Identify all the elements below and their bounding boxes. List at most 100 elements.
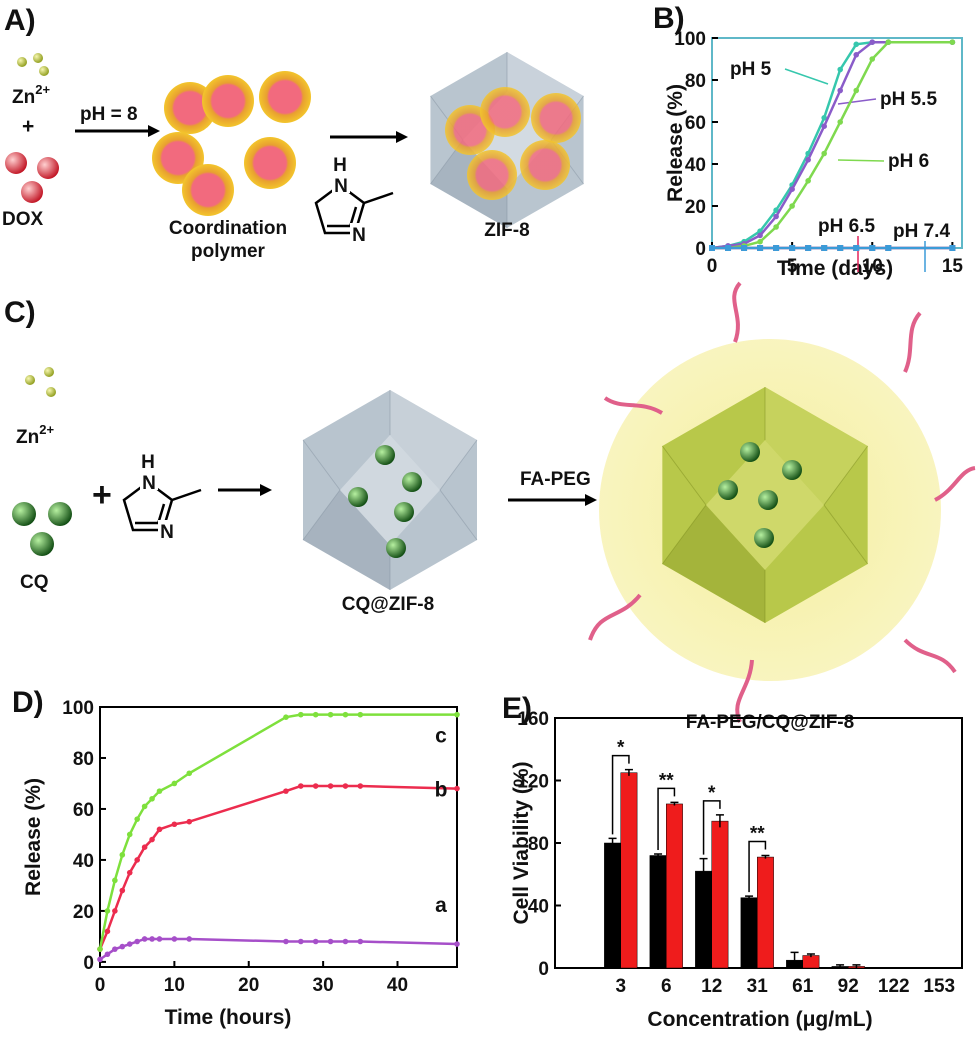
crystal-edge bbox=[302, 489, 341, 541]
y-tick-label: 60 bbox=[73, 800, 94, 821]
coordination-particle bbox=[467, 150, 517, 200]
crystal-face bbox=[303, 490, 390, 590]
error-bar bbox=[806, 953, 815, 958]
y-tick-label: 0 bbox=[538, 959, 549, 980]
data-point bbox=[112, 946, 118, 952]
coordination-polymer bbox=[152, 71, 311, 216]
y-tick-label: 80 bbox=[685, 71, 706, 92]
data-point bbox=[186, 818, 193, 825]
series-label: pH 6.5 bbox=[818, 216, 875, 237]
error-bar bbox=[852, 964, 861, 968]
data-point bbox=[171, 821, 178, 828]
data-point bbox=[312, 938, 319, 945]
data-point bbox=[853, 87, 860, 94]
x-tick-label: 122 bbox=[878, 976, 910, 997]
coordination-particle bbox=[480, 87, 530, 137]
y-tick-label: 120 bbox=[517, 772, 549, 793]
crystal-face bbox=[765, 387, 868, 505]
error-bar bbox=[608, 837, 617, 848]
data-point bbox=[454, 711, 460, 718]
imidazole: H N N bbox=[122, 452, 202, 543]
cq-molecule bbox=[48, 502, 72, 526]
coordination-particle bbox=[531, 93, 581, 143]
y-axis-label: Cell Viability (%) bbox=[510, 762, 533, 925]
x-tick-label: 6 bbox=[661, 976, 672, 997]
series-label: pH 5 bbox=[730, 59, 772, 80]
data-point bbox=[97, 946, 103, 952]
error-bar bbox=[761, 854, 770, 859]
data-point bbox=[119, 887, 126, 894]
data-point bbox=[757, 232, 763, 239]
atom-label: H bbox=[141, 452, 155, 473]
y-axis-label: Release (%) bbox=[664, 84, 687, 202]
bar bbox=[757, 856, 774, 969]
data-point bbox=[357, 711, 364, 718]
data-point bbox=[805, 157, 811, 163]
data-point bbox=[342, 938, 349, 945]
zn-ion bbox=[46, 387, 56, 397]
x-tick-label: 92 bbox=[838, 976, 859, 997]
data-point bbox=[149, 836, 155, 843]
crystal-edge bbox=[302, 439, 341, 491]
significance-mark: * bbox=[617, 738, 625, 759]
data-point bbox=[171, 780, 178, 787]
data-point bbox=[357, 938, 364, 945]
data-point bbox=[283, 938, 289, 945]
data-point bbox=[171, 936, 178, 942]
significance-bracket bbox=[702, 800, 721, 855]
arrowhead bbox=[585, 494, 597, 506]
peg-chain bbox=[903, 311, 922, 373]
data-point bbox=[283, 714, 289, 720]
y-tick-label: 100 bbox=[62, 698, 94, 719]
data-point bbox=[773, 213, 779, 220]
data-point bbox=[134, 816, 140, 822]
bar bbox=[620, 772, 638, 969]
data-point bbox=[821, 115, 827, 121]
crystal-face bbox=[662, 505, 765, 623]
data-point bbox=[805, 178, 811, 184]
x-tick-label: 30 bbox=[313, 975, 334, 996]
data-point bbox=[741, 245, 748, 251]
cq-molecule bbox=[12, 502, 36, 526]
zif8-label: ZIF-8 bbox=[484, 220, 529, 241]
y-tick-label: 80 bbox=[528, 834, 549, 855]
arrowhead bbox=[396, 131, 408, 143]
x-tick-label: 61 bbox=[792, 976, 814, 997]
error-bar bbox=[670, 801, 679, 806]
x-axis-label: Time (days) bbox=[777, 257, 893, 280]
data-point bbox=[837, 87, 844, 94]
zif8-crystal bbox=[302, 390, 478, 590]
atom-label: N bbox=[142, 473, 156, 494]
series-label: b bbox=[435, 779, 448, 802]
data-point bbox=[126, 831, 133, 838]
data-point bbox=[454, 785, 460, 792]
bar bbox=[695, 870, 712, 969]
cq-molecule bbox=[718, 480, 738, 500]
series-label: pH 7.4 bbox=[893, 221, 950, 242]
data-point bbox=[112, 877, 118, 884]
panel-label: D) bbox=[12, 686, 44, 719]
y-tick-label: 80 bbox=[73, 749, 94, 770]
error-bar bbox=[624, 768, 633, 776]
data-point bbox=[119, 852, 126, 858]
y-tick-label: 20 bbox=[685, 197, 706, 218]
series-line bbox=[99, 937, 458, 961]
data-point bbox=[156, 826, 163, 833]
data-point bbox=[837, 245, 844, 251]
data-point bbox=[837, 119, 844, 125]
plus-sign: + bbox=[92, 476, 112, 514]
cq-label: CQ bbox=[20, 572, 49, 593]
product-label: polymer bbox=[191, 241, 266, 262]
error-bar bbox=[745, 895, 754, 900]
cq-molecule bbox=[348, 487, 368, 507]
data-point bbox=[312, 711, 319, 718]
x-tick-label: 20 bbox=[238, 975, 259, 996]
peg-chain bbox=[735, 659, 754, 723]
x-tick-label: 5 bbox=[787, 256, 798, 277]
data-point bbox=[885, 245, 892, 251]
x-tick-label: 0 bbox=[95, 975, 106, 996]
cq-molecule bbox=[386, 538, 406, 558]
data-point bbox=[949, 245, 956, 251]
error-bar bbox=[715, 814, 724, 828]
panel-label: E) bbox=[502, 692, 532, 725]
